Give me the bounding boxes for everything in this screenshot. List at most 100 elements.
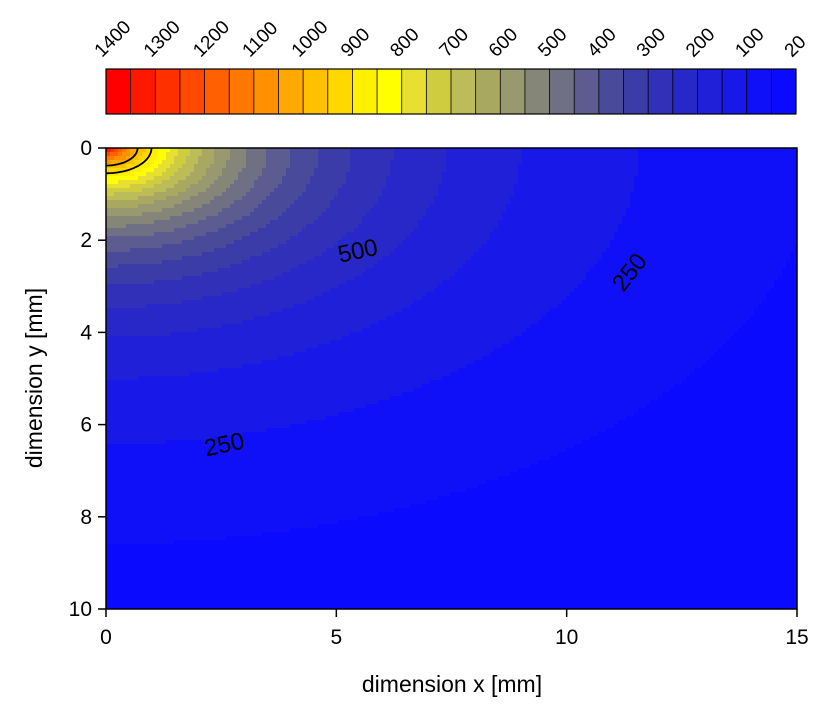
field-cell xyxy=(346,160,350,164)
field-cell xyxy=(210,244,214,248)
field-cell xyxy=(394,156,398,160)
field-cell xyxy=(746,228,750,232)
field-cell xyxy=(746,244,750,248)
field-cell xyxy=(638,220,642,224)
field-cell xyxy=(598,156,602,160)
field-cell xyxy=(758,192,762,196)
field-cell xyxy=(194,248,198,252)
field-cell xyxy=(382,164,386,168)
field-cell xyxy=(298,164,302,168)
field-cell xyxy=(594,180,598,184)
field-cell xyxy=(378,188,382,192)
field-cell xyxy=(282,172,286,176)
field-cell xyxy=(114,192,118,196)
field-cell xyxy=(146,180,150,184)
field-cell xyxy=(782,176,786,180)
field-cell xyxy=(190,216,194,220)
field-cell xyxy=(278,152,282,156)
field-cell xyxy=(154,204,158,208)
field-cell xyxy=(754,156,758,160)
field-cell xyxy=(418,204,422,208)
field-cell xyxy=(702,256,706,260)
field-cell xyxy=(438,192,442,196)
field-cell xyxy=(270,160,274,164)
field-cell xyxy=(230,152,234,156)
field-cell xyxy=(210,192,214,196)
field-cell xyxy=(678,216,682,220)
field-cell xyxy=(430,216,434,220)
field-cell xyxy=(442,220,446,224)
field-cell xyxy=(442,224,446,228)
field-cell xyxy=(698,212,702,216)
field-cell xyxy=(190,192,194,196)
field-cell xyxy=(242,240,246,244)
field-cell xyxy=(698,168,702,172)
colorbar xyxy=(106,69,796,114)
field-cell xyxy=(222,192,226,196)
field-cell xyxy=(670,176,674,180)
field-cell xyxy=(434,256,438,260)
colorbar-band xyxy=(377,69,402,114)
field-cell xyxy=(118,184,122,188)
field-cell xyxy=(658,152,662,156)
field-cell xyxy=(534,196,538,200)
field-cell xyxy=(390,180,394,184)
field-cell xyxy=(194,152,198,156)
field-cell xyxy=(762,180,766,184)
field-cell xyxy=(586,156,590,160)
field-cell xyxy=(342,228,346,232)
field-cell xyxy=(666,228,670,232)
field-cell xyxy=(242,208,246,212)
field-cell xyxy=(374,160,378,164)
field-cell xyxy=(682,164,686,168)
field-cell xyxy=(482,164,486,168)
field-cell xyxy=(566,156,570,160)
field-cell xyxy=(262,240,266,244)
field-cell xyxy=(258,224,262,228)
field-cell xyxy=(638,196,642,200)
field-cell xyxy=(398,260,402,264)
field-cell xyxy=(262,180,266,184)
field-cell xyxy=(238,180,242,184)
field-cell xyxy=(458,204,462,208)
field-cell xyxy=(678,228,682,232)
field-cell xyxy=(570,244,574,248)
field-cell xyxy=(294,224,298,228)
field-cell xyxy=(266,252,270,256)
field-cell xyxy=(150,168,154,172)
field-cell xyxy=(494,196,498,200)
field-cell xyxy=(370,192,374,196)
field-cell xyxy=(574,172,578,176)
field-cell xyxy=(758,216,762,220)
field-cell xyxy=(586,196,590,200)
field-cell xyxy=(178,228,182,232)
field-cell xyxy=(490,228,494,232)
field-cell xyxy=(226,188,230,192)
field-cell xyxy=(678,244,682,248)
field-cell xyxy=(578,196,582,200)
field-cell xyxy=(138,156,142,160)
field-cell xyxy=(658,168,662,172)
field-cell xyxy=(194,256,198,260)
field-cell xyxy=(594,244,598,248)
field-cell xyxy=(314,228,318,232)
field-cell xyxy=(522,236,526,240)
field-cell xyxy=(274,252,278,256)
field-cell xyxy=(350,168,354,172)
field-cell xyxy=(442,152,446,156)
field-cell xyxy=(290,212,294,216)
field-cell xyxy=(446,204,450,208)
field-cell xyxy=(318,208,322,212)
field-cell xyxy=(366,184,370,188)
field-cell xyxy=(514,152,518,156)
field-cell xyxy=(330,260,334,264)
field-cell xyxy=(694,188,698,192)
field-cell xyxy=(494,168,498,172)
field-cell xyxy=(582,232,586,236)
field-cell xyxy=(482,228,486,232)
field-cell xyxy=(310,176,314,180)
field-cell xyxy=(766,176,770,180)
field-cell xyxy=(758,220,762,224)
field-cell xyxy=(202,184,206,188)
field-cell xyxy=(582,156,586,160)
